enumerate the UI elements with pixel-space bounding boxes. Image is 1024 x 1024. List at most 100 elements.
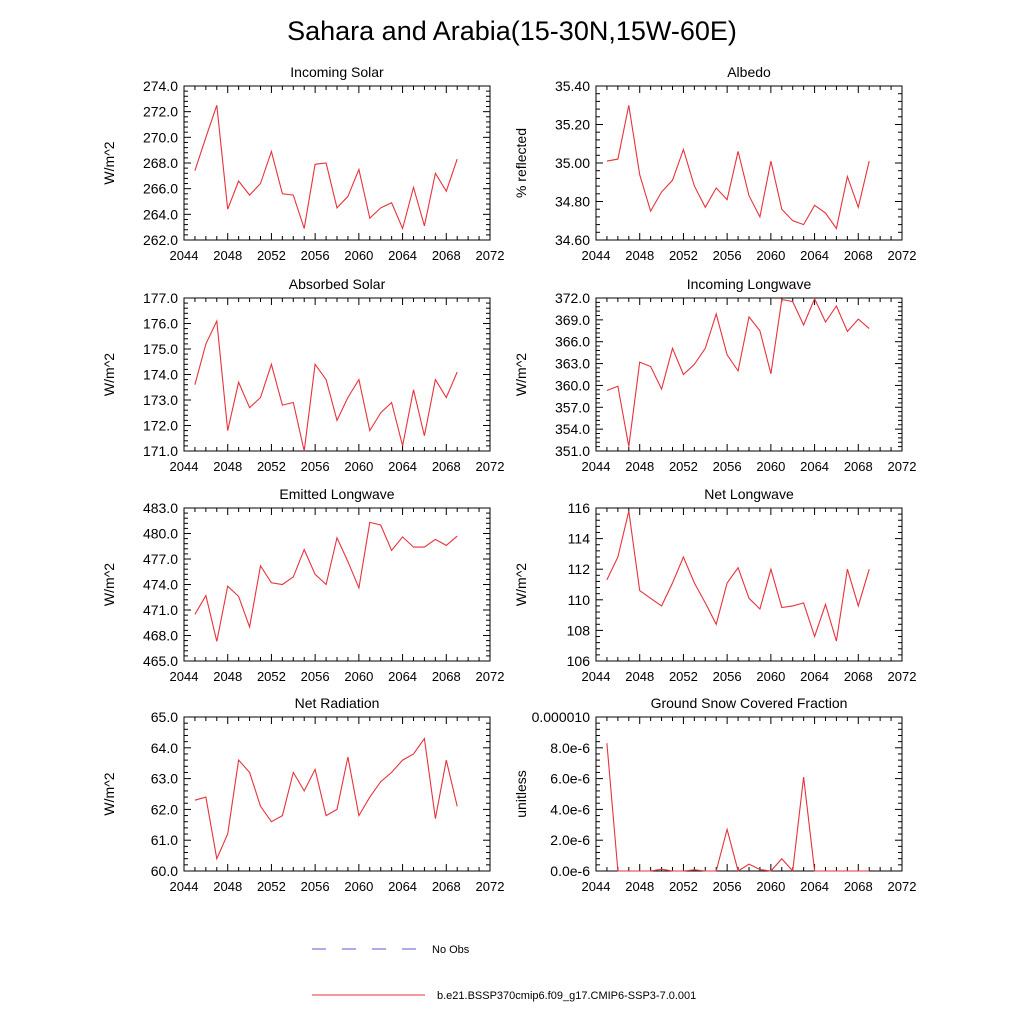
y-tick-label: 474.0 — [143, 577, 178, 593]
y-tick-label: 6.0e-6 — [550, 771, 590, 787]
y-tick-label: 363.0 — [555, 356, 590, 372]
y-tick-label: 35.00 — [555, 155, 590, 171]
x-tick-label: 2060 — [344, 669, 373, 684]
x-tick-label: 2048 — [625, 669, 654, 684]
y-tick-label: 268.0 — [143, 155, 178, 171]
y-tick-label: 34.60 — [555, 232, 590, 248]
series-line — [606, 743, 870, 873]
x-tick-label: 2072 — [476, 459, 505, 474]
y-tick-label: 61.0 — [151, 832, 178, 848]
x-tick-label: 2064 — [800, 248, 829, 263]
x-tick-label: 2052 — [669, 248, 698, 263]
x-tick-label: 2060 — [756, 248, 785, 263]
y-tick-label: 354.0 — [555, 421, 590, 437]
x-tick-label: 2064 — [388, 879, 417, 894]
x-tick-label: 2068 — [844, 248, 873, 263]
y-axis-label: unitless — [513, 770, 529, 817]
x-tick-label: 2072 — [888, 459, 917, 474]
y-tick-label: 471.0 — [143, 602, 178, 618]
y-tick-label: 176.0 — [143, 316, 178, 332]
y-tick-label: 468.0 — [143, 628, 178, 644]
series-line — [194, 318, 458, 452]
x-tick-label: 2048 — [213, 459, 242, 474]
x-tick-label: 2056 — [301, 879, 330, 894]
y-axis-label: W/m^2 — [101, 353, 117, 396]
y-axis-label: W/m^2 — [101, 772, 117, 815]
x-tick-label: 2052 — [257, 248, 286, 263]
x-tick-label: 2060 — [344, 879, 373, 894]
series-line — [606, 105, 870, 230]
series-line — [606, 297, 870, 447]
y-tick-label: 480.0 — [143, 526, 178, 542]
y-tick-label: 465.0 — [143, 653, 178, 669]
x-tick-label: 2060 — [344, 459, 373, 474]
y-tick-label: 62.0 — [151, 801, 178, 817]
y-tick-label: 174.0 — [143, 367, 178, 383]
x-tick-label: 2068 — [432, 669, 461, 684]
panel-2: Absorbed Solar W/m^2 2044 2048 2052 2056 2060 2… — [101, 276, 504, 474]
legend-label: No Obs — [432, 944, 470, 956]
plot-frame — [595, 85, 903, 241]
x-tick-label: 2064 — [800, 669, 829, 684]
plot-frame — [183, 716, 491, 872]
y-tick-label: 483.0 — [143, 500, 178, 516]
legend-label: b.e21.BSSP370cmip6.f09_g17.CMIP6-SSP3-7.… — [437, 990, 696, 1002]
x-tick-label: 2064 — [388, 459, 417, 474]
x-tick-label: 2056 — [713, 248, 742, 263]
panel-title: Net Longwave — [704, 486, 794, 502]
y-tick-label: 372.0 — [555, 290, 590, 306]
y-tick-label: 366.0 — [555, 334, 590, 350]
plot-frame — [595, 716, 903, 872]
x-tick-label: 2044 — [170, 879, 199, 894]
x-tick-label: 2048 — [213, 248, 242, 263]
y-axis-label: % reflected — [513, 128, 529, 198]
panel-title: Incoming Longwave — [687, 276, 812, 292]
y-tick-label: 369.0 — [555, 312, 590, 328]
y-tick-label: 2.0e-6 — [550, 832, 590, 848]
plot-frame — [183, 297, 491, 452]
x-tick-label: 2052 — [257, 669, 286, 684]
panel-0: Incoming Solar W/m^2 2044 2048 2052 2056 2060 2… — [101, 64, 504, 263]
x-tick-label: 2052 — [257, 459, 286, 474]
x-tick-label: 2068 — [844, 879, 873, 894]
x-tick-label: 2060 — [756, 879, 785, 894]
x-tick-label: 2068 — [844, 669, 873, 684]
panel-title: Net Radiation — [295, 695, 380, 711]
x-tick-label: 2072 — [476, 879, 505, 894]
x-tick-label: 2044 — [582, 459, 611, 474]
y-tick-label: 114 — [568, 531, 591, 547]
panel-7: Ground Snow Covered Fraction unitless 2044… — [513, 695, 916, 894]
x-tick-label: 2056 — [301, 248, 330, 263]
x-tick-label: 2064 — [800, 459, 829, 474]
y-tick-label: 108 — [567, 622, 591, 638]
x-tick-label: 2064 — [388, 248, 417, 263]
figure-title: Sahara and Arabia(15-30N,15W-60E) — [287, 16, 737, 46]
y-axis-label: W/m^2 — [101, 563, 117, 606]
x-tick-label: 2052 — [669, 459, 698, 474]
x-tick-label: 2048 — [213, 669, 242, 684]
panel-title: Ground Snow Covered Fraction — [651, 695, 848, 711]
x-tick-label: 2056 — [713, 669, 742, 684]
panel-1: Albedo % reflected 2044 2048 2052 2056 2060 206… — [513, 64, 916, 263]
y-tick-label: 65.0 — [151, 709, 178, 725]
x-tick-label: 2056 — [301, 669, 330, 684]
x-tick-label: 2068 — [844, 459, 873, 474]
y-tick-label: 110 — [568, 592, 591, 608]
x-tick-label: 2068 — [432, 879, 461, 894]
x-tick-label: 2068 — [432, 248, 461, 263]
y-tick-label: 116 — [568, 500, 591, 516]
y-tick-label: 0.000010 — [532, 709, 591, 725]
x-tick-label: 2072 — [888, 248, 917, 263]
y-tick-label: 171.0 — [143, 443, 178, 459]
x-tick-label: 2048 — [625, 879, 654, 894]
x-tick-label: 2056 — [713, 459, 742, 474]
y-tick-label: 64.0 — [151, 740, 178, 756]
x-tick-label: 2044 — [582, 248, 611, 263]
plot-frame — [595, 507, 903, 662]
series-line — [194, 105, 458, 231]
panel-3: Incoming Longwave W/m^2 2044 2048 2052 2056 20… — [513, 276, 916, 474]
y-tick-label: 272.0 — [143, 104, 178, 120]
x-tick-label: 2072 — [888, 879, 917, 894]
y-tick-label: 35.40 — [555, 78, 590, 94]
y-tick-label: 357.0 — [555, 399, 590, 415]
